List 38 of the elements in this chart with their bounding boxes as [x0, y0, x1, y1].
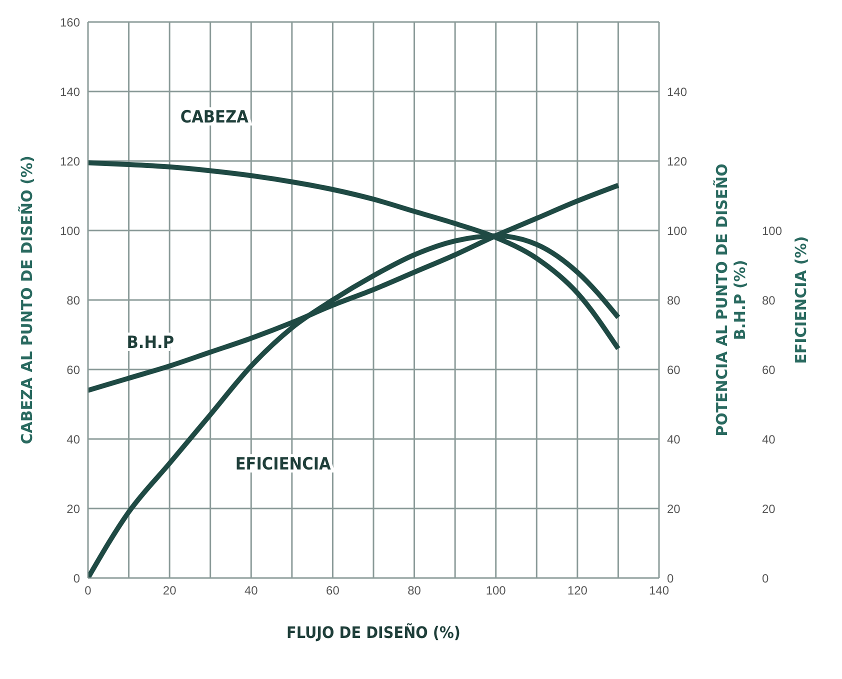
y-tick-label: 160 [60, 15, 80, 30]
x-tick-label: 140 [648, 584, 670, 598]
y2-tick-label: 40 [667, 432, 681, 446]
x-tick-label: 60 [326, 584, 340, 598]
y3-tick-label: 60 [762, 362, 776, 377]
y3-tick-label: 40 [762, 432, 776, 446]
y-tick-label: 0 [73, 571, 80, 586]
x-tick-label: 20 [162, 584, 177, 598]
y-tick-label: 40 [66, 432, 80, 446]
series-label: B.H.P [126, 333, 174, 354]
x-axis-title: FLUJO DE DISEÑO (%) [286, 623, 460, 642]
y2-axis-title: POTENCIA AL PUNTO DE DISEÑO B.H.P (%) [713, 164, 749, 436]
x-tick-label: 120 [567, 584, 588, 598]
y-tick-label: 120 [60, 154, 80, 168]
x-tick-label: 40 [244, 584, 258, 598]
y3-tick-label: 80 [762, 293, 776, 308]
y-axis-title: CABEZA AL PUNTO DE DISEÑO (%) [18, 156, 36, 444]
y-tick-label: 60 [66, 362, 80, 377]
y3-tick-label: 0 [762, 571, 769, 586]
y2-tick-label: 0 [667, 571, 674, 586]
x-tick-label: 0 [84, 584, 92, 598]
x-tick-label: 80 [408, 584, 422, 598]
y2-tick-label: 60 [667, 362, 681, 377]
y3-tick-label: 100 [762, 224, 782, 238]
y-tick-label: 140 [60, 84, 80, 99]
y2-tick-label: 100 [667, 224, 688, 238]
y2-tick-label: 120 [667, 154, 688, 168]
y2-tick-label: 80 [667, 293, 681, 308]
y2-tick-label: 140 [667, 84, 688, 99]
y-tick-label: 80 [66, 293, 80, 308]
y3-tick-label: 20 [762, 502, 776, 516]
y3-axis-title: EFICIENCIA (%) [792, 236, 810, 364]
y-tick-label: 100 [60, 224, 80, 238]
y2-tick-label: 20 [667, 502, 681, 516]
x-tick-label: 100 [486, 584, 506, 598]
y-tick-label: 20 [66, 502, 80, 516]
text: EFICIENCIA [235, 454, 332, 475]
text: CABEZA [180, 108, 249, 128]
